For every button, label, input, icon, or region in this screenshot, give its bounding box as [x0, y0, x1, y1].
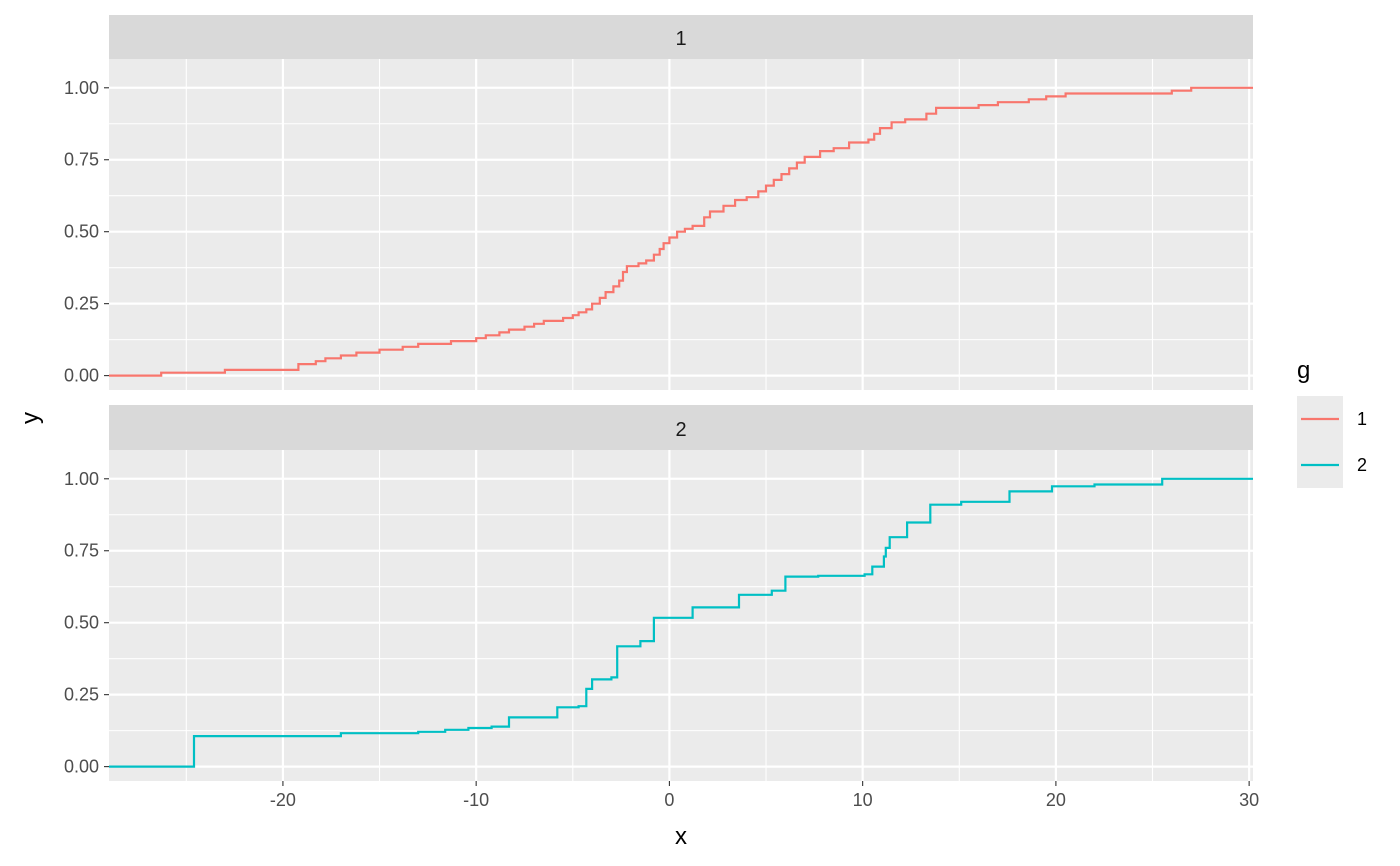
y-tick-label: 0.75 [64, 150, 99, 170]
ecdf-line-1 [109, 86, 1253, 377]
x-tick-label: -10 [463, 790, 489, 810]
facet-strip-2 [109, 405, 1253, 450]
y-axis-2: 0.00 0.25 0.50 0.75 1.00 [64, 469, 109, 777]
facet-strip-label-1: 1 [675, 28, 686, 50]
gridlines-2 [109, 450, 1253, 781]
y-tick-label: 0.25 [64, 294, 99, 314]
ecdf-line-2 [109, 477, 1253, 768]
x-tick-label: 30 [1239, 790, 1259, 810]
y-tick-label: 0.00 [64, 366, 99, 386]
y-tick-label: 0.50 [64, 613, 99, 633]
y-axis-title: y [17, 412, 44, 424]
x-tick-label: -20 [270, 790, 296, 810]
y-axis-1: 0.00 0.25 0.50 0.75 1.00 [64, 78, 109, 386]
panel-background-1 [109, 59, 1253, 390]
y-tick-label: 0.50 [64, 222, 99, 242]
y-tick-label: 0.00 [64, 757, 99, 777]
panel-background-2 [109, 450, 1253, 781]
x-axis-title: x [675, 823, 687, 850]
legend-title: g [1297, 357, 1310, 384]
facet-strip-label-2: 2 [675, 419, 686, 441]
x-tick-label: 10 [853, 790, 873, 810]
y-tick-label: 0.75 [64, 541, 99, 561]
x-axis: -20 -10 0 10 20 30 [270, 781, 1259, 810]
legend-label-1: 1 [1357, 409, 1367, 429]
legend: g 1 2 [1297, 357, 1367, 488]
facet-panel-1: 1 0.00 0.25 0.50 0.75 1.00 [64, 15, 1253, 390]
y-tick-label: 1.00 [64, 78, 99, 98]
y-tick-label: 1.00 [64, 469, 99, 489]
y-tick-label: 0.25 [64, 685, 99, 705]
x-tick-label: 0 [664, 790, 674, 810]
x-tick-label: 20 [1046, 790, 1066, 810]
legend-label-2: 2 [1357, 455, 1367, 475]
facet-panel-2: 2 0.00 0.25 0.50 0.75 1.00 [64, 405, 1253, 781]
facet-strip-1 [109, 15, 1253, 59]
